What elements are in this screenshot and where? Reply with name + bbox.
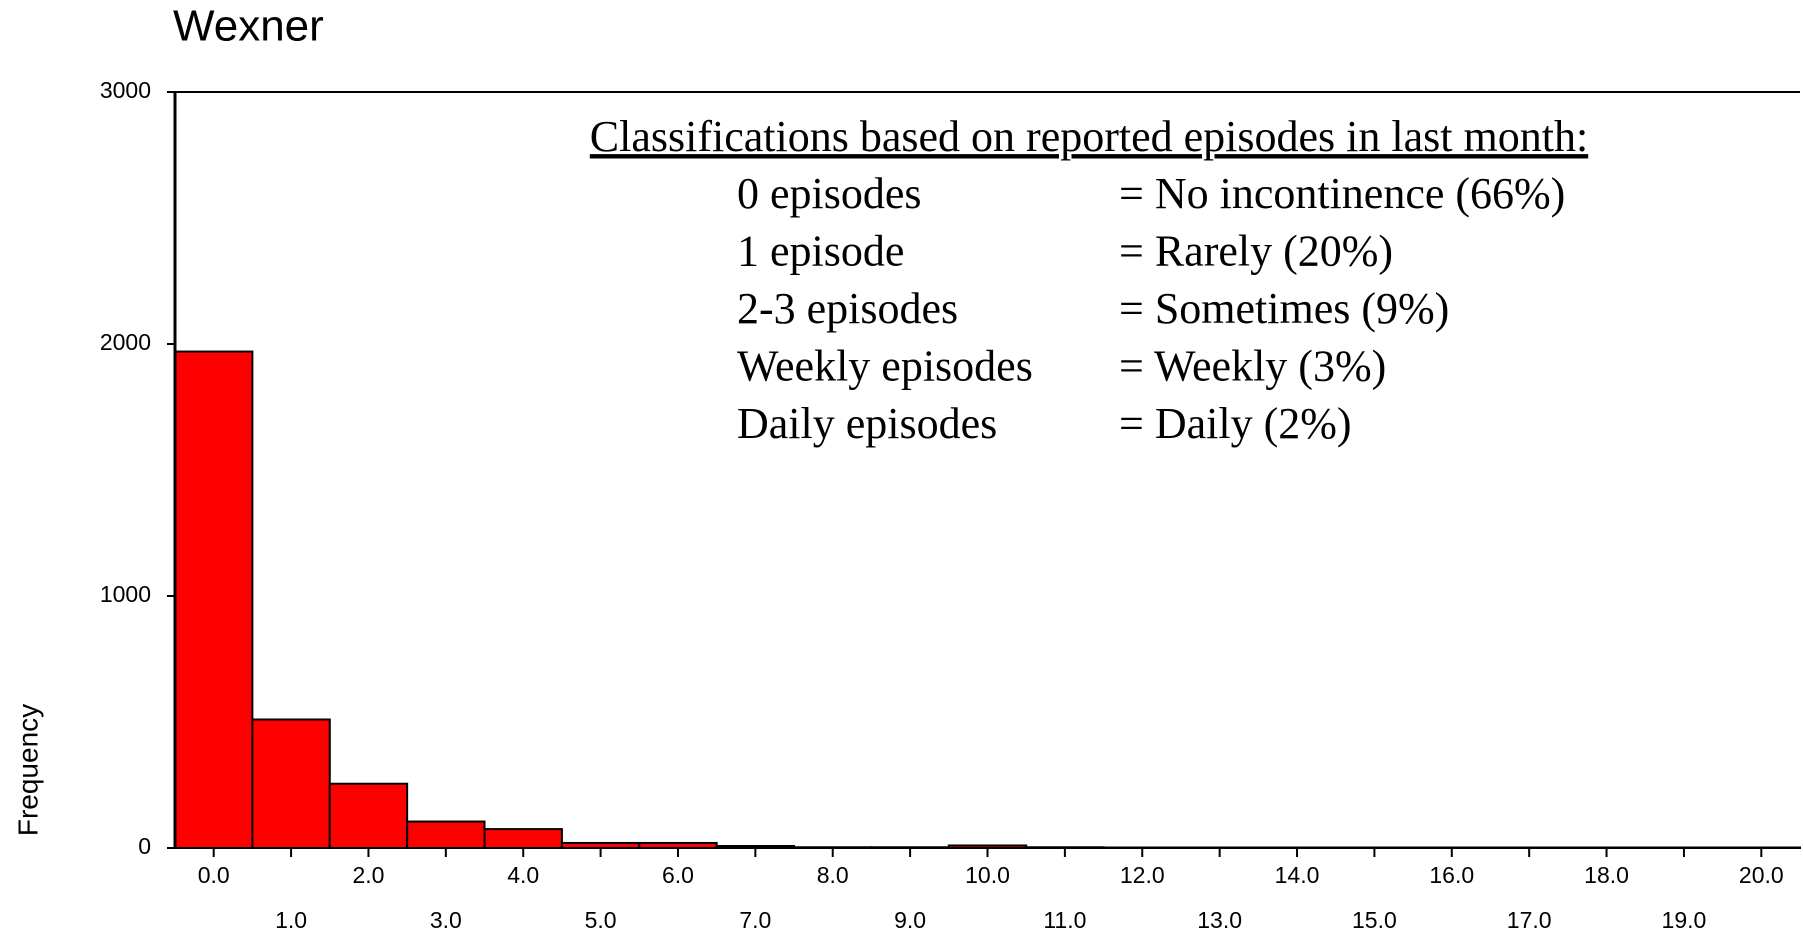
annotation-class: = No incontinence (66%) xyxy=(1119,169,1565,218)
y-tick-label: 0 xyxy=(138,833,151,859)
x-tick-label: 1.0 xyxy=(275,907,307,933)
x-tick-label: 6.0 xyxy=(662,862,694,888)
annotation-class: = Sometimes (9%) xyxy=(1119,284,1449,333)
annotation-class: = Rarely (20%) xyxy=(1119,227,1393,276)
y-tick-label: 1000 xyxy=(100,581,151,607)
x-tick-label: 10.0 xyxy=(965,862,1010,888)
x-tick-label: 9.0 xyxy=(894,907,926,933)
bar xyxy=(328,782,409,849)
x-tick-label: 2.0 xyxy=(352,862,384,888)
x-tick-label: 20.0 xyxy=(1739,862,1784,888)
x-tick-label: 3.0 xyxy=(430,907,462,933)
annotation-label: Weekly episodes xyxy=(737,342,1033,391)
x-tick-label: 5.0 xyxy=(585,907,617,933)
x-tick-label: 12.0 xyxy=(1120,862,1165,888)
annotation-label: 1 episode xyxy=(737,227,904,276)
chart-title: Wexner xyxy=(173,2,324,51)
x-tick-label: 0.0 xyxy=(198,862,230,888)
x-tick-label: 18.0 xyxy=(1584,862,1629,888)
x-tick-label: 8.0 xyxy=(817,862,849,888)
annotation-class: = Weekly (3%) xyxy=(1119,342,1386,391)
annotation-label: Daily episodes xyxy=(737,399,997,448)
y-tick-label: 3000 xyxy=(100,77,151,103)
x-tick-label: 4.0 xyxy=(507,862,539,888)
y-tick-label: 2000 xyxy=(100,329,151,355)
x-tick-label: 15.0 xyxy=(1352,907,1397,933)
x-tick-label: 16.0 xyxy=(1429,862,1474,888)
x-tick-label: 17.0 xyxy=(1507,907,1552,933)
bar xyxy=(251,718,331,849)
bar xyxy=(483,828,563,849)
x-tick-label: 11.0 xyxy=(1043,907,1086,933)
x-tick-label: 19.0 xyxy=(1662,907,1707,933)
annotation-title: Classifications based on reported episod… xyxy=(590,112,1588,161)
y-axis-label: Frequency xyxy=(12,704,43,836)
annotation-label: 2-3 episodes xyxy=(737,284,958,333)
x-tick-label: 14.0 xyxy=(1275,862,1320,888)
bar xyxy=(174,350,254,849)
bar xyxy=(406,820,486,849)
annotation-class: = Daily (2%) xyxy=(1119,399,1352,448)
x-tick-label: 13.0 xyxy=(1197,907,1242,933)
x-tick-label: 7.0 xyxy=(739,907,771,933)
annotation-label: 0 episodes xyxy=(737,169,922,218)
